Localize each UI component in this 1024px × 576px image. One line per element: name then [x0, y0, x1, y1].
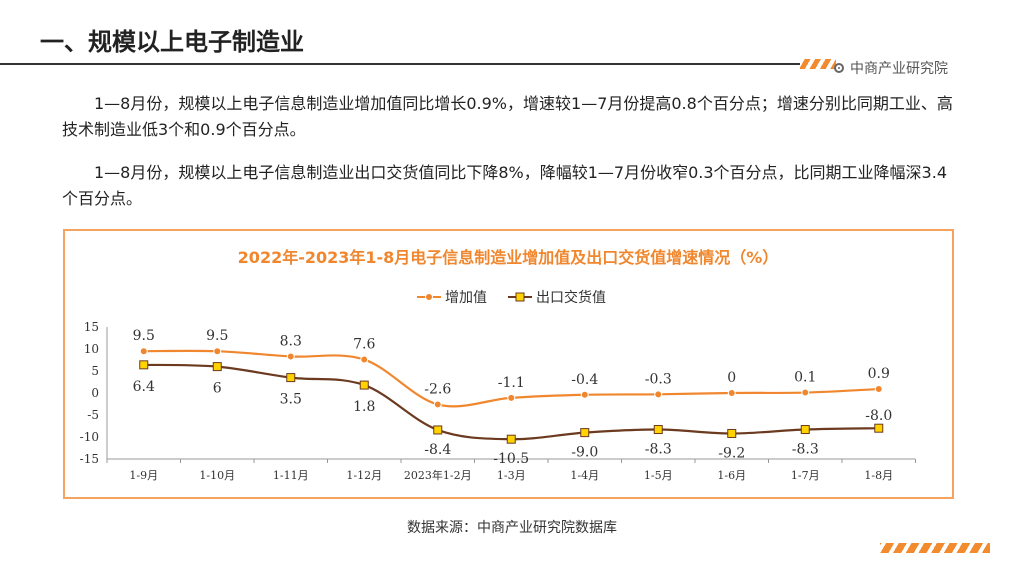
x-tick-label: 1-5月 — [644, 469, 673, 482]
data-label-value-added: 0.1 — [794, 370, 816, 386]
y-tick-label: 15 — [84, 320, 99, 334]
decorative-stripes — [800, 59, 836, 69]
x-tick-label: 1-6月 — [717, 469, 746, 482]
data-point-export — [433, 425, 443, 435]
data-label-value-added: 8.3 — [280, 333, 302, 349]
data-point-value-added — [433, 400, 442, 409]
legend-marker — [425, 293, 433, 301]
data-label-export: -9.0 — [571, 445, 598, 461]
data-point-export — [139, 360, 149, 370]
x-tick-label: 1-9月 — [129, 469, 158, 482]
data-point-export — [506, 434, 516, 444]
y-tick-label: 10 — [84, 342, 99, 356]
data-label-value-added: 7.6 — [353, 337, 375, 353]
data-point-export — [874, 423, 884, 433]
data-label-value-added: -1.1 — [498, 375, 525, 391]
data-label-export: -8.4 — [424, 442, 451, 458]
data-label-value-added: 9.5 — [133, 328, 155, 344]
data-point-export — [800, 425, 810, 435]
y-tick-label: 0 — [91, 386, 99, 400]
data-label-export: -8.0 — [865, 408, 892, 424]
decorative-stripes-bottom — [880, 543, 990, 553]
data-point-value-added — [801, 388, 810, 397]
data-point-export — [359, 380, 369, 390]
data-point-export — [580, 428, 590, 438]
chart-panel: 2022年-2023年1-8月电子信息制造业增加值及出口交货值增速情况（%） 增加… — [63, 229, 954, 499]
data-point-value-added — [360, 355, 369, 364]
data-label-value-added: -0.4 — [571, 372, 598, 388]
data-point-value-added — [874, 385, 883, 394]
data-point-value-added — [213, 347, 222, 356]
data-point-value-added — [654, 390, 663, 399]
line-chart: 2022年-2023年1-8月电子信息制造业增加值及出口交货值增速情况（%） 增加… — [80, 248, 916, 482]
data-label-export: 1.8 — [353, 399, 375, 415]
page-title: 一、规模以上电子制造业 — [40, 28, 304, 56]
legend-label: 出口交货值 — [536, 289, 606, 306]
chart-title: 2022年-2023年1-8月电子信息制造业增加值及出口交货值增速情况（%） — [238, 248, 779, 267]
data-point-value-added — [507, 393, 516, 402]
x-tick-label: 1-3月 — [497, 469, 526, 482]
y-tick-label: -15 — [80, 452, 99, 466]
data-label-value-added: -0.3 — [645, 371, 672, 387]
y-tick-label: -5 — [87, 408, 99, 422]
data-source: 数据来源：中商产业研究院数据库 — [407, 520, 617, 536]
x-tick-label: 1-12月 — [346, 469, 382, 482]
x-tick-label: 1-4月 — [570, 469, 599, 482]
legend-marker — [515, 292, 525, 302]
data-label-value-added: 9.5 — [206, 328, 228, 344]
data-label-export: -10.5 — [493, 451, 529, 467]
y-tick-label: 5 — [91, 364, 99, 378]
x-tick-label: 1-11月 — [273, 469, 309, 482]
x-tick-label: 1-7月 — [791, 469, 820, 482]
data-point-value-added — [727, 389, 736, 397]
y-tick-label: -10 — [80, 430, 99, 444]
x-tick-label: 1-10月 — [199, 469, 235, 482]
data-point-value-added — [139, 347, 148, 356]
data-point-export — [286, 373, 296, 383]
data-point-export — [212, 362, 222, 372]
paragraph-value-added: 1—8月份，规模以上电子信息制造业增加值同比增长0.9%，增速较1—7月份提高0… — [62, 94, 953, 139]
brand-name: 中商产业研究院 — [850, 61, 948, 77]
data-point-value-added — [580, 390, 589, 399]
data-label-export: 6 — [213, 381, 222, 397]
brand-logo-icon — [834, 63, 844, 73]
paragraph-export-value: 1—8月份，规模以上电子信息制造业出口交货值同比下降8%，降幅较1—7月份收窄0… — [62, 163, 947, 208]
data-point-export — [727, 428, 737, 438]
data-label-value-added: -2.6 — [424, 381, 451, 397]
data-label-export: 3.5 — [280, 392, 302, 408]
brand-mark: 中商产业研究院 — [834, 58, 948, 78]
data-label-export: 6.4 — [133, 379, 155, 395]
data-label-export: -8.3 — [792, 442, 819, 458]
data-label-export: -8.3 — [645, 442, 672, 458]
x-tick-label: 1-8月 — [864, 469, 893, 482]
data-label-value-added: 0.9 — [868, 366, 890, 382]
data-point-value-added — [286, 352, 295, 361]
title-underline — [0, 63, 800, 65]
data-point-export — [653, 425, 663, 435]
data-label-export: -9.2 — [718, 445, 745, 461]
data-label-value-added: 0 — [727, 370, 736, 386]
x-tick-label: 2023年1-2月 — [404, 468, 472, 482]
legend-label: 增加值 — [445, 290, 487, 306]
